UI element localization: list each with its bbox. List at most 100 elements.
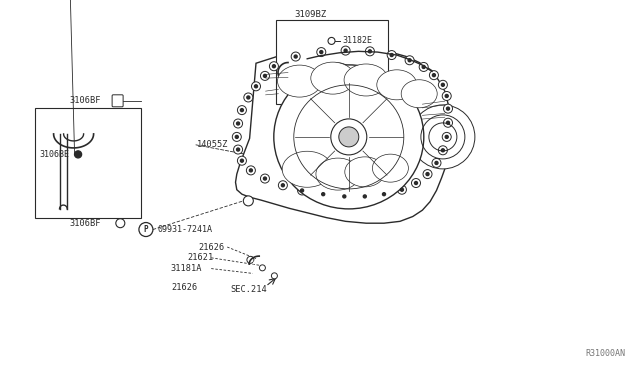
Circle shape [250,169,252,172]
Circle shape [426,173,429,176]
Bar [35,108,141,218]
Circle shape [247,256,254,263]
Circle shape [259,265,266,271]
Circle shape [232,132,241,141]
Text: 3106BF: 3106BF [69,96,100,105]
Circle shape [264,177,266,180]
Text: 3106BF: 3106BF [69,219,100,228]
Circle shape [438,80,447,89]
Circle shape [278,181,287,190]
Circle shape [301,189,303,192]
Circle shape [298,186,307,195]
Text: R31000AN: R31000AN [585,349,625,358]
Circle shape [405,56,414,65]
Circle shape [411,105,475,169]
Circle shape [322,193,324,196]
Circle shape [408,59,411,62]
Circle shape [369,50,371,53]
Circle shape [383,193,385,196]
Circle shape [380,190,388,199]
Ellipse shape [282,151,332,187]
Ellipse shape [274,65,424,209]
Text: 21621: 21621 [188,253,214,262]
Circle shape [264,74,266,77]
Circle shape [271,273,277,279]
Circle shape [442,149,444,152]
Circle shape [401,188,403,191]
Circle shape [234,119,243,128]
Circle shape [422,65,425,68]
Circle shape [343,195,346,198]
Text: 09931-7241A: 09931-7241A [157,225,212,234]
Circle shape [412,179,420,187]
Bar [276,20,388,104]
Circle shape [364,195,366,198]
Circle shape [237,156,246,165]
Circle shape [237,106,246,115]
Circle shape [237,148,239,151]
Circle shape [442,92,451,100]
Circle shape [241,159,243,162]
Circle shape [269,62,278,71]
Circle shape [341,46,350,55]
Circle shape [294,55,297,58]
Circle shape [429,71,438,80]
Circle shape [447,107,449,110]
Circle shape [252,82,260,91]
Circle shape [319,190,328,199]
Circle shape [442,132,451,141]
Circle shape [415,182,417,185]
Circle shape [445,135,448,138]
Circle shape [244,93,253,102]
Circle shape [260,174,269,183]
Text: 21626: 21626 [172,283,198,292]
Circle shape [423,170,432,179]
Text: 3106BE: 3106BE [40,150,70,159]
Circle shape [291,52,300,61]
Circle shape [246,166,255,175]
Ellipse shape [401,80,437,108]
Circle shape [241,109,243,112]
Circle shape [255,85,257,88]
Circle shape [243,196,253,206]
Circle shape [447,121,449,124]
Ellipse shape [278,65,321,97]
Circle shape [273,65,275,68]
Circle shape [237,122,239,125]
Circle shape [320,51,323,54]
Text: 21626: 21626 [198,243,225,251]
Circle shape [432,158,441,167]
Circle shape [419,62,428,71]
Circle shape [444,118,452,127]
Circle shape [75,151,81,158]
FancyBboxPatch shape [112,95,123,107]
Circle shape [433,74,435,77]
Text: 3109BZ: 3109BZ [294,10,326,19]
Circle shape [247,96,250,99]
Circle shape [435,161,438,164]
Circle shape [236,135,238,138]
Text: P: P [143,225,148,234]
Ellipse shape [316,158,360,190]
Circle shape [397,185,406,194]
Circle shape [387,51,396,60]
Circle shape [339,127,359,147]
Ellipse shape [345,157,385,187]
Circle shape [234,145,243,154]
Circle shape [317,48,326,57]
Polygon shape [236,48,451,223]
Ellipse shape [377,70,417,100]
Circle shape [390,54,393,57]
Circle shape [344,49,347,52]
Circle shape [444,104,452,113]
Circle shape [139,222,153,237]
Circle shape [438,146,447,155]
Circle shape [445,94,448,97]
Circle shape [442,83,444,86]
Text: 31182E: 31182E [342,36,372,45]
Text: SEC.214: SEC.214 [230,285,267,294]
Circle shape [360,192,369,201]
Text: 14055Z: 14055Z [197,140,228,149]
Circle shape [365,47,374,56]
Circle shape [340,192,349,201]
